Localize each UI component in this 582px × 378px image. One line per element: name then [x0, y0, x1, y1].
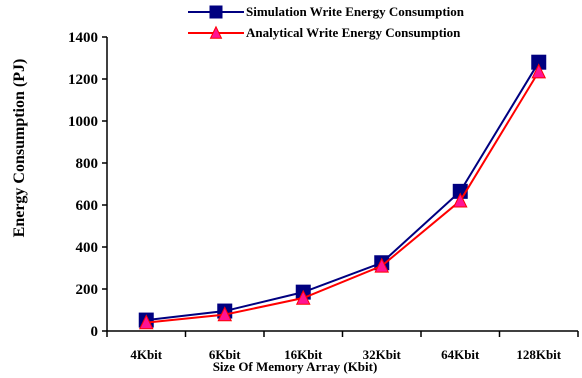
data-point — [138, 314, 154, 330]
legend: Simulation Write Energy Consumption Analy… — [188, 4, 465, 40]
axes — [106, 37, 578, 332]
legend-label: Analytical Write Energy Consumption — [246, 25, 461, 40]
y-tick-label: 1000 — [68, 114, 98, 130]
x-axis-title: Size Of Memory Array (Kbit) — [213, 359, 378, 374]
legend-marker — [209, 25, 223, 39]
y-tick-label: 200 — [76, 282, 99, 298]
x-tick-label: 16Kbit — [284, 347, 323, 362]
x-tick-label: 4Kbit — [130, 347, 162, 362]
y-axis-title: Energy Consumption (PJ) — [11, 59, 28, 238]
data-point — [374, 257, 390, 273]
legend-item: Analytical Write Energy Consumption — [188, 25, 461, 40]
y-tick-label: 0 — [91, 324, 99, 340]
series-analytical — [138, 63, 547, 330]
data-point — [452, 192, 468, 208]
data-point — [217, 306, 233, 322]
y-tick-label: 1200 — [68, 72, 98, 88]
x-axis-ticks: 4Kbit 6Kbit 16Kbit 32Kbit 64Kbit 128Kbit — [106, 331, 579, 362]
y-axis-ticks: 0 200 400 600 800 1000 1200 1400 — [68, 30, 107, 340]
series-simulation — [138, 54, 547, 328]
x-tick-label: 6Kbit — [209, 347, 241, 362]
legend-item: Simulation Write Energy Consumption — [188, 4, 465, 19]
data-point — [295, 289, 311, 305]
x-tick-label: 64Kbit — [441, 347, 480, 362]
series-line — [146, 61, 540, 322]
series-line — [146, 71, 540, 324]
x-tick-label: 32Kbit — [363, 347, 402, 362]
legend-marker — [209, 5, 223, 19]
x-tick-label: 128Kbit — [516, 347, 561, 362]
y-tick-label: 800 — [76, 156, 99, 172]
legend-label: Simulation Write Energy Consumption — [246, 4, 465, 19]
y-tick-label: 1400 — [68, 30, 98, 46]
y-tick-label: 400 — [76, 240, 99, 256]
data-point — [531, 63, 547, 79]
series-layer — [138, 54, 547, 330]
y-tick-label: 600 — [76, 198, 99, 214]
